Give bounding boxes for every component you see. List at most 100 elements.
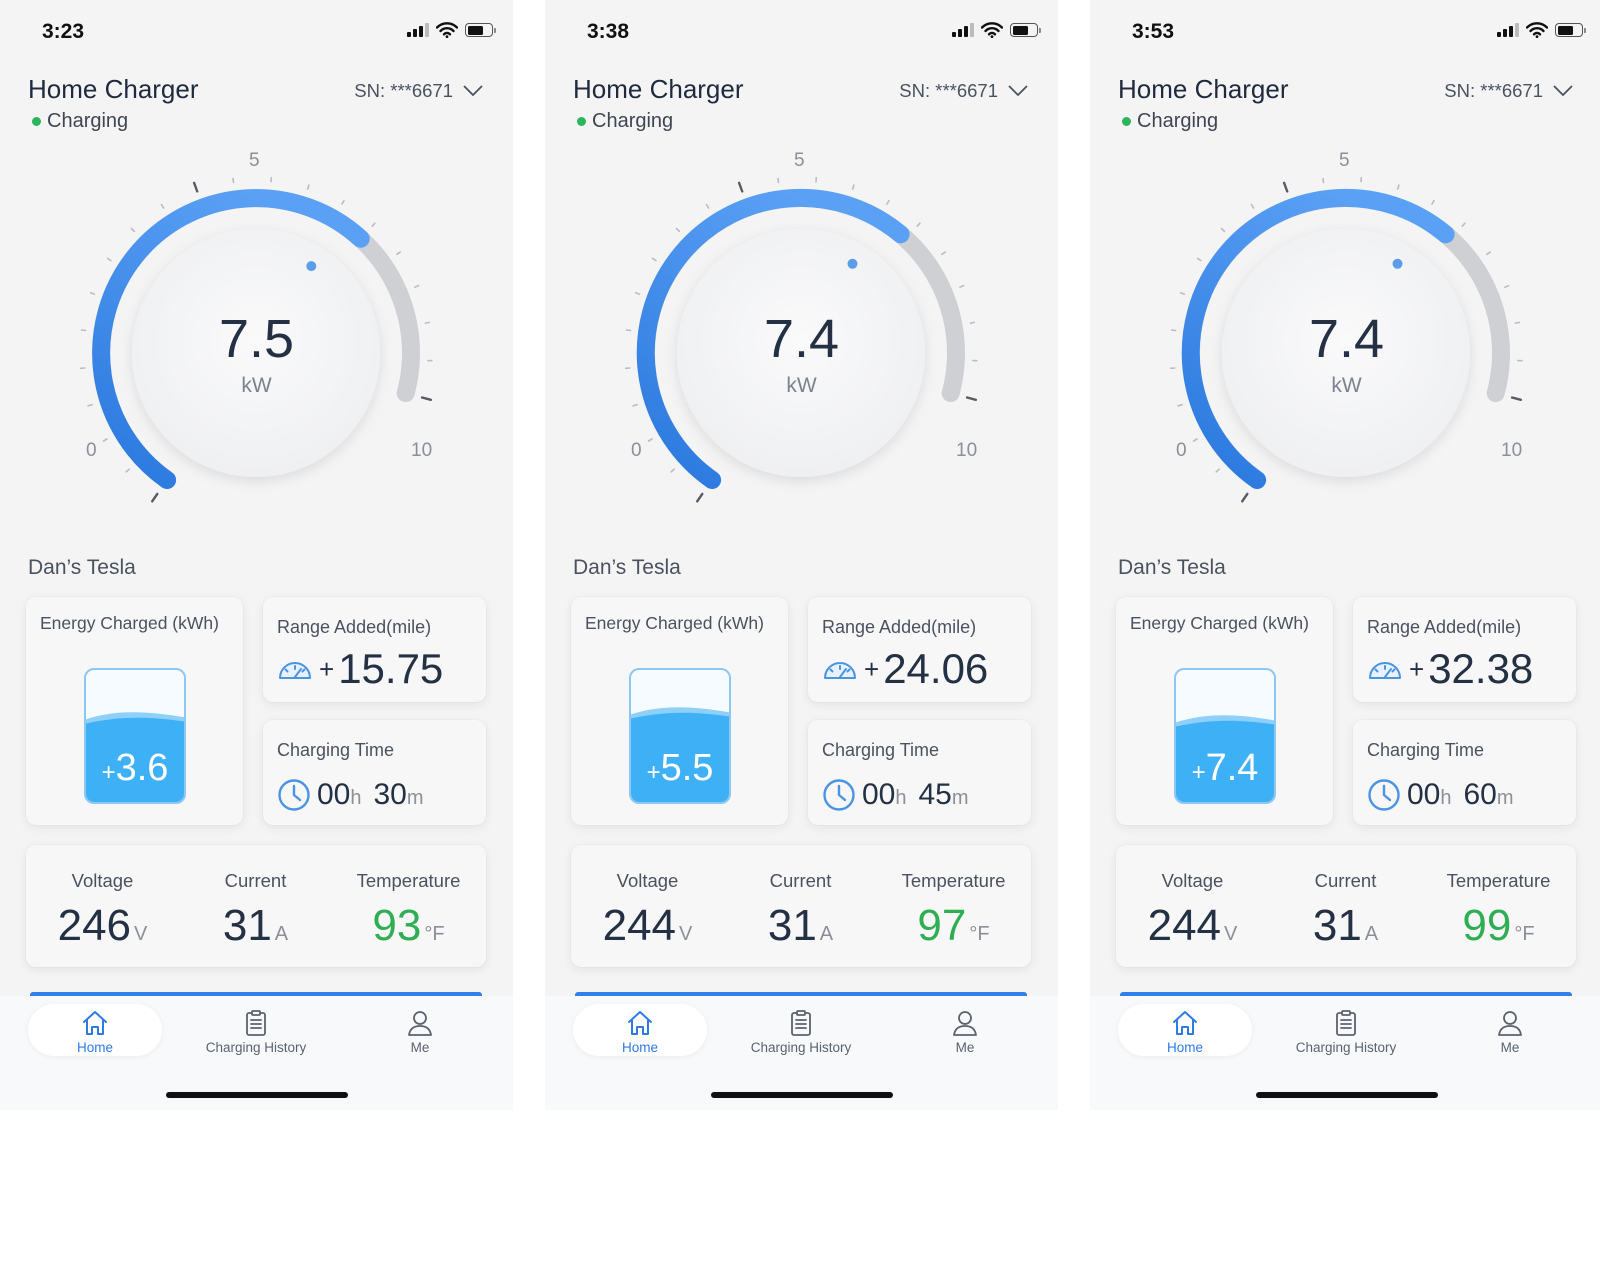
status-bar-time: 3:38 [587, 20, 630, 43]
gauge-tick [420, 396, 432, 401]
action-button-edge [575, 992, 1027, 998]
charging-status-label: Charging [1137, 110, 1219, 132]
phone-screen-1: 3:23 Home Charger SN: ***6671 Charging [0, 0, 513, 1110]
person-icon [408, 1011, 432, 1036]
electrical-metrics-card: Voltage 246 V Current 31 A Temperature 93 °… [26, 845, 486, 967]
energy-tank-wave [86, 712, 184, 731]
nav-me-label: Me [955, 1040, 975, 1055]
current-label: Current [769, 870, 832, 891]
nav-me[interactable]: Me [925, 1004, 1005, 1055]
nav-home[interactable]: Home [573, 1004, 707, 1056]
home-indicator [166, 1092, 348, 1098]
charging-time-value: 00 h 60 m [1367, 778, 1526, 812]
power-value: 7.4 [1308, 309, 1385, 369]
power-unit: kW [1331, 374, 1362, 397]
gauge-ticks [1169, 176, 1523, 503]
gauge-tick [670, 468, 675, 473]
clock-icon [1368, 779, 1400, 811]
home-indicator [711, 1092, 893, 1098]
nav-home[interactable]: Home [1118, 1004, 1252, 1056]
nav-me-label: Me [1500, 1040, 1520, 1055]
gauge-knob [677, 229, 925, 477]
gauge-label-min: 0 [86, 440, 97, 461]
nav-me-label: Me [410, 1040, 430, 1055]
wifi-icon [981, 22, 1003, 38]
current-label: Current [1314, 870, 1377, 891]
person-icon [1498, 1011, 1522, 1036]
clipboard-icon [246, 1010, 266, 1036]
gauge-tick [851, 184, 855, 190]
nav-charging-history[interactable]: Charging History [186, 1004, 326, 1055]
gauge-tick [965, 396, 977, 401]
nav-charging-history-label: Charging History [1295, 1040, 1397, 1055]
current-value: 31 A [222, 901, 289, 950]
energy-charged-value: +7.4 [1191, 747, 1259, 789]
gauge-label-max: 10 [1501, 440, 1523, 461]
gauge-label-min: 0 [1176, 440, 1187, 461]
cellular-signal-icon [407, 23, 429, 37]
cellular-signal-icon [952, 23, 974, 37]
range-added-card: Range Added(mile) +32.38 [1353, 597, 1576, 702]
nav-me[interactable]: Me [1470, 1004, 1550, 1055]
vehicle-name: Dan’s Tesla [573, 556, 681, 579]
charging-time-label: Charging Time [822, 740, 940, 760]
gauge-knob [1222, 229, 1470, 477]
chevron-down-icon [1553, 85, 1573, 97]
gauge-tick [396, 251, 402, 256]
electrical-metrics-card: Voltage 244 V Current 31 A Temperature 99 °… [1116, 845, 1576, 967]
gauge-tick [737, 181, 744, 193]
gauge-tick [1220, 227, 1226, 233]
gauge-tick [777, 177, 780, 184]
charging-time-label: Charging Time [1367, 740, 1485, 760]
nav-charging-history[interactable]: Charging History [1276, 1004, 1416, 1055]
voltage-label: Voltage [616, 870, 679, 891]
speedometer-icon [279, 662, 311, 679]
serial-number-selector[interactable]: SN: ***6671 [354, 80, 483, 102]
action-button-edge [30, 992, 482, 998]
speedometer-icon [824, 662, 856, 679]
clock-icon [278, 779, 310, 811]
charging-status: Charging [1122, 110, 1218, 133]
gauge-tick [916, 222, 921, 227]
gauge-dial [79, 176, 433, 503]
range-added-card: Range Added(mile) +15.75 [263, 597, 486, 702]
status-dot-icon [577, 117, 586, 126]
gauge-tick [969, 321, 976, 324]
range-added-value: +15.75 [277, 645, 443, 693]
nav-charging-history[interactable]: Charging History [731, 1004, 871, 1055]
gauge-tick [1179, 291, 1186, 296]
energy-tank-fill [86, 720, 184, 802]
energy-charged-value: +3.6 [101, 747, 169, 789]
charger-title: Home Charger [573, 74, 744, 104]
gauge-tick [1192, 438, 1198, 442]
charging-time-card: Charging Time 00 h 60 m [1353, 720, 1576, 825]
gauge-tick [1504, 284, 1510, 289]
energy-tank-fill [631, 714, 729, 802]
range-added-label: Range Added(mile) [1367, 617, 1522, 637]
serial-number-selector[interactable]: SN: ***6671 [899, 80, 1028, 102]
power-unit: kW [786, 374, 817, 397]
power-value: 7.4 [763, 309, 840, 369]
voltage-value: 246 V [57, 901, 148, 950]
charging-time-label: Charging Time [277, 740, 395, 760]
gauge-tick [886, 199, 890, 205]
gauge-tick [1514, 321, 1521, 324]
status-bar-icons [952, 22, 1041, 38]
range-added-value: +24.06 [822, 645, 988, 693]
power-gauge: 5 0 10 7.4 kW [545, 0, 1058, 520]
home-icon [628, 1011, 652, 1035]
serial-number: SN: ***6671 [1444, 80, 1543, 101]
bottom-nav: Home Charging History Me [545, 996, 1058, 1110]
home-icon [83, 1011, 107, 1035]
voltage-value: 244 V [602, 901, 693, 950]
gauge-tick [1396, 184, 1400, 190]
serial-number-selector[interactable]: SN: ***6671 [1444, 80, 1573, 102]
range-added-label: Range Added(mile) [277, 617, 432, 637]
nav-me[interactable]: Me [380, 1004, 460, 1055]
gauge-tick [634, 291, 641, 296]
charging-time-value: 00 h 30 m [277, 778, 436, 812]
nav-home-label: Home [1166, 1040, 1203, 1055]
gauge-dial [624, 176, 978, 503]
nav-home[interactable]: Home [28, 1004, 162, 1056]
wifi-icon [1526, 22, 1548, 38]
